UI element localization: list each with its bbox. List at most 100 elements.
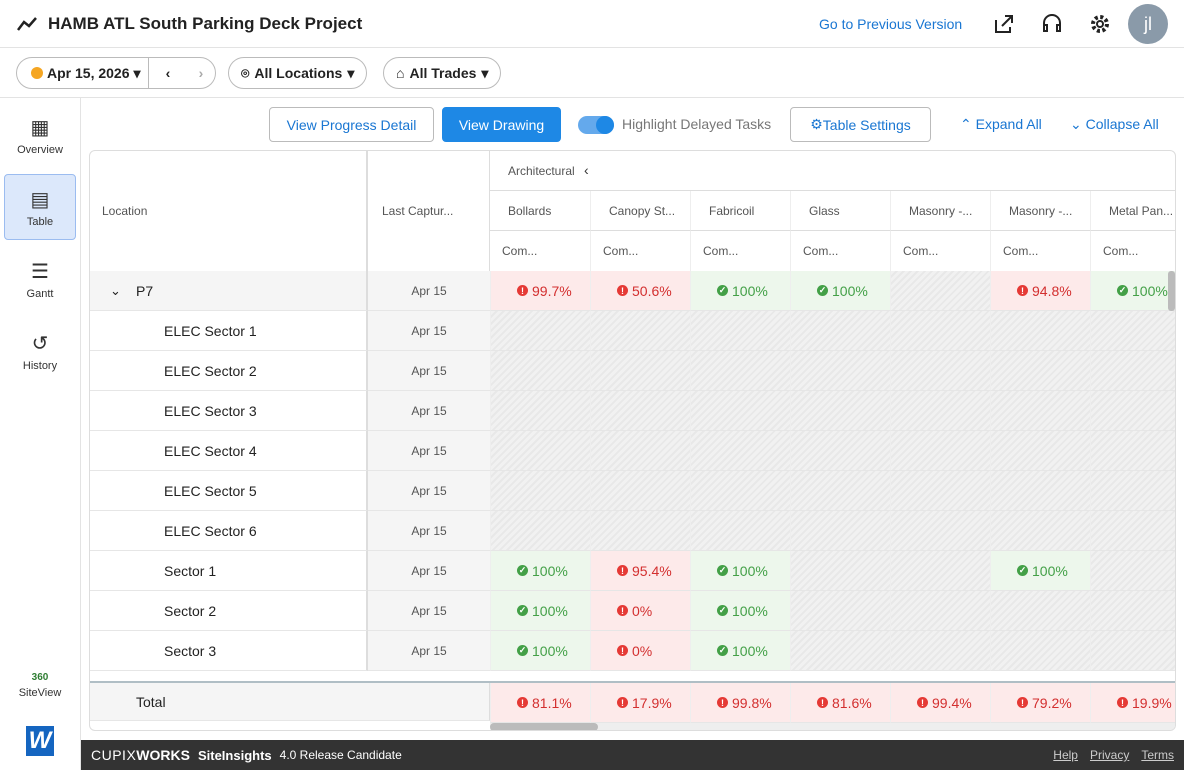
empty-cell — [1090, 391, 1175, 431]
empty-cell — [990, 351, 1090, 391]
footer-links: Help Privacy Terms — [1053, 748, 1184, 762]
progress-cell: ✓ 100% — [490, 591, 590, 631]
h-scroll-thumb[interactable] — [490, 723, 598, 730]
support-icon[interactable] — [1040, 12, 1064, 36]
nav-icon: ▤ — [30, 188, 50, 211]
capture-date: Apr 15 — [368, 591, 490, 631]
previous-version-link[interactable]: Go to Previous Version — [819, 16, 963, 32]
avatar[interactable]: jl — [1128, 4, 1168, 44]
capture-date: Apr 15 — [368, 431, 490, 471]
progress-cell: ! 95.4% — [590, 551, 690, 591]
highlight-toggle[interactable] — [578, 116, 614, 134]
status-icon: ✓ — [717, 565, 728, 576]
empty-cell — [890, 551, 990, 591]
progress-cell: ! 99.4% — [890, 683, 990, 723]
empty-cell — [1090, 431, 1175, 471]
empty-cell — [890, 631, 990, 671]
location-cell: Sector 3 — [90, 631, 368, 671]
nav-label: Gantt — [26, 287, 54, 300]
trade-header: Canopy St... — [590, 191, 690, 231]
status-icon: ✓ — [1017, 565, 1028, 576]
brand-bold: WORKS — [136, 747, 190, 763]
progress-cell: ✓ 100% — [990, 551, 1090, 591]
nav-item[interactable]: ▦ Overview — [4, 102, 76, 168]
filter-bar: Apr 15, 2026 ▾ ‹ › ⌾ All Locations ▾ ⌂ Al… — [0, 48, 1184, 98]
empty-cell — [1090, 511, 1175, 551]
status-icon: ✓ — [517, 645, 528, 656]
total-divider — [90, 681, 1175, 684]
cell-value: 17.9% — [632, 694, 672, 711]
cell-value: 79.2% — [1032, 694, 1072, 711]
progress-cell: ! 50.6% — [590, 271, 690, 311]
empty-cell — [890, 391, 990, 431]
sub-header: Com... — [790, 231, 890, 271]
location-name: ELEC Sector 6 — [164, 522, 257, 539]
date-picker[interactable]: Apr 15, 2026 ▾ ‹ › — [16, 57, 216, 89]
empty-cell — [790, 591, 890, 631]
expand-all[interactable]: ⌃ Expand All — [960, 116, 1042, 132]
status-icon: ! — [1117, 697, 1128, 708]
status-icon: ✓ — [817, 285, 828, 296]
location-name: ELEC Sector 5 — [164, 482, 257, 499]
siteview-nav[interactable]: 360 SiteView — [4, 652, 76, 718]
nav-item[interactable]: ☰ Gantt — [4, 246, 76, 312]
trades-filter[interactable]: ⌂ All Trades ▾ — [383, 57, 502, 89]
location-name: P7 — [136, 282, 154, 299]
progress-detail-button[interactable]: View Progress Detail — [269, 107, 434, 142]
status-icon: ! — [617, 697, 628, 708]
empty-cell — [490, 391, 590, 431]
progress-cell: ! 79.2% — [990, 683, 1090, 723]
footer-link[interactable]: Privacy — [1089, 748, 1130, 762]
trade-header: Fabricoil — [690, 191, 790, 231]
empty-cell — [690, 431, 790, 471]
progress-cell: ✓ 100% — [490, 551, 590, 591]
empty-cell — [790, 391, 890, 431]
empty-cell — [790, 511, 890, 551]
status-icon: ✓ — [717, 645, 728, 656]
nav-item[interactable]: ▤ Table — [4, 174, 76, 240]
status-icon: ! — [617, 645, 628, 656]
status-icon: ✓ — [1117, 285, 1128, 296]
view-drawing-button[interactable]: View Drawing — [442, 107, 561, 142]
v-scroll-thumb[interactable] — [1168, 271, 1175, 311]
empty-cell — [990, 391, 1090, 431]
empty-cell — [890, 271, 990, 311]
capture-date: Apr 15 — [368, 271, 490, 311]
status-icon: ✓ — [717, 285, 728, 296]
location-cell: ELEC Sector 6 — [90, 511, 368, 551]
empty-cell — [790, 311, 890, 351]
empty-cell — [590, 511, 690, 551]
logo-icon — [17, 17, 37, 31]
table-settings-button[interactable]: ⚙ Table Settings — [790, 107, 931, 142]
location-name: ELEC Sector 4 — [164, 442, 257, 459]
cell-value: 50.6% — [632, 282, 672, 299]
footer-link[interactable]: Terms — [1141, 748, 1174, 762]
location-name: Sector 2 — [164, 602, 217, 619]
empty-cell — [890, 431, 990, 471]
nav-icon: ↺ — [31, 332, 49, 355]
empty-cell — [990, 511, 1090, 551]
locations-filter[interactable]: ⌾ All Locations ▾ — [228, 57, 368, 89]
progress-cell: ! 99.7% — [490, 271, 590, 311]
collapse-all[interactable]: ⌄ Collapse All — [1070, 116, 1159, 132]
location-cell[interactable]: ⌄ P7 — [90, 271, 368, 311]
status-icon: ! — [1017, 697, 1028, 708]
empty-cell — [990, 631, 1090, 671]
footer-link[interactable]: Help — [1053, 748, 1078, 762]
trade-header: Masonry -... — [990, 191, 1090, 231]
location-cell: ELEC Sector 4 — [90, 431, 368, 471]
cell-value: 99.4% — [932, 694, 972, 711]
nav-item[interactable]: ↺ History — [4, 318, 76, 384]
empty-cell — [890, 471, 990, 511]
trade-header: Glass — [790, 191, 890, 231]
settings-icon[interactable] — [1088, 12, 1112, 36]
cell-value: 100% — [732, 602, 768, 619]
share-icon[interactable] — [992, 12, 1016, 36]
progress-cell: ! 0% — [590, 591, 690, 631]
progress-cell: ✓ 100% — [690, 631, 790, 671]
capture-date: Apr 15 — [368, 631, 490, 671]
brand: CUPIX — [91, 747, 137, 763]
empty-cell — [690, 351, 790, 391]
trade-header: Masonry -... — [890, 191, 990, 231]
empty-cell — [790, 551, 890, 591]
